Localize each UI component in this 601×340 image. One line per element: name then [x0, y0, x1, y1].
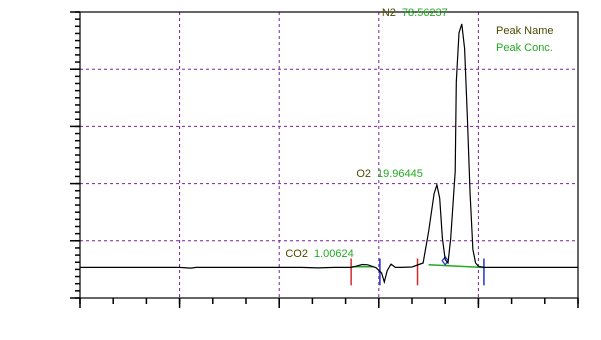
peak-baseline [428, 264, 484, 269]
legend-peak-name: Peak Name [496, 25, 553, 37]
peak-conc: 78.56237 [402, 7, 448, 19]
plot-frame [79, 11, 579, 299]
minor-ticks [75, 11, 579, 304]
peak-conc: 1.00624 [314, 248, 354, 260]
grid-lines [80, 12, 578, 298]
peak-name: N2 [382, 7, 396, 19]
legend-peak-conc: Peak Conc. [496, 42, 553, 54]
peak-name: CO2 [285, 248, 308, 260]
peak-conc: 19.96445 [377, 168, 423, 180]
peak-name: O2 [356, 168, 371, 180]
peak-label: CO2 1.00624 [285, 248, 353, 260]
chromatogram-trace [80, 23, 578, 285]
major-ticks [70, 11, 579, 308]
legend: Peak Name Peak Conc. [496, 25, 553, 54]
peak-label: O2 19.96445 [356, 168, 423, 180]
peak-label: N2 78.56237 [382, 7, 448, 19]
peak-labels: CO2 1.00624 O2 19.96445 N2 78.56237 [285, 7, 447, 260]
integration-markers [350, 255, 485, 286]
